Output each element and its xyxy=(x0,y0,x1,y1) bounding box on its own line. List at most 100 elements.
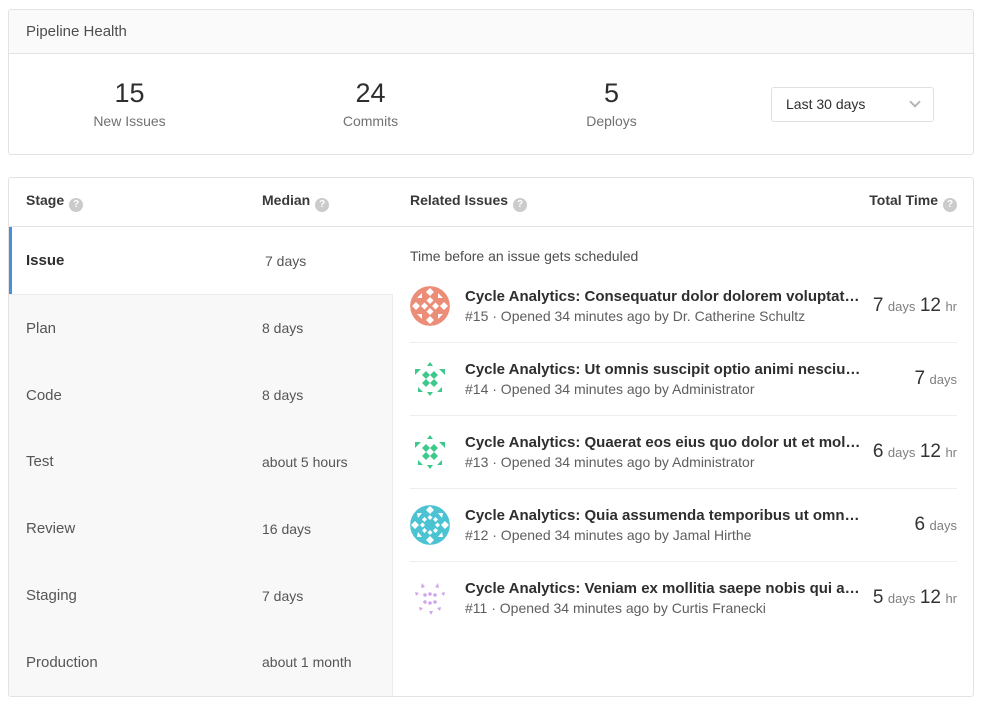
issue-meta: #12 · Opened 34 minutes ago by Jamal Hir… xyxy=(465,527,905,543)
user-avatar[interactable] xyxy=(410,578,450,618)
issue-opened-info: · Opened 34 minutes ago by Dr. Catherine… xyxy=(488,308,806,324)
stage-name: Issue xyxy=(26,252,65,269)
date-range-value: Last 30 days xyxy=(786,96,866,112)
issue-title[interactable]: Cycle Analytics: Veniam ex mollitia saep… xyxy=(465,580,860,597)
column-header-stage: Stage? xyxy=(9,192,262,212)
time-unit: days xyxy=(929,518,957,533)
date-range-cell: Last 30 days xyxy=(732,86,973,122)
pipeline-health-panel: Pipeline Health 15 New Issues 24 Commits… xyxy=(8,9,974,155)
stage-median: 8 days xyxy=(262,387,304,404)
issue-number[interactable]: #13 xyxy=(465,454,489,470)
issue-number[interactable]: #14 xyxy=(465,381,489,397)
issue-title[interactable]: Cycle Analytics: Quia assumenda temporib… xyxy=(465,507,860,524)
chevron-down-icon xyxy=(909,96,921,108)
issue-total-time: 5 days 12 hr xyxy=(873,587,957,609)
time-number: 7 xyxy=(914,368,926,389)
issue-number[interactable]: #12 xyxy=(465,527,489,543)
help-icon[interactable]: ? xyxy=(315,198,330,212)
issue-row: Cycle Analytics: Ut omnis suscipit optio… xyxy=(410,343,957,416)
stage-name: Review xyxy=(26,520,76,538)
stat-deploys: 5 Deploys xyxy=(491,78,732,128)
issue-opened-info: · Opened 34 minutes ago by Administrator xyxy=(488,381,755,397)
time-unit: hr xyxy=(945,591,957,606)
cycle-analytics-table: Stage? Median? Related Issues? Total Tim… xyxy=(8,177,974,697)
time-number: 6 xyxy=(872,441,884,462)
issue-meta: #13 · Opened 34 minutes ago by Administr… xyxy=(465,454,863,470)
column-header-total-time: Total Time? xyxy=(869,192,973,212)
time-number: 7 xyxy=(872,295,884,316)
stage-name: Code xyxy=(26,386,62,404)
issue-row: Cycle Analytics: Veniam ex mollitia saep… xyxy=(410,562,957,634)
issue-number[interactable]: #15 xyxy=(465,308,489,324)
stage-name: Production xyxy=(26,653,98,671)
panel-title: Pipeline Health xyxy=(9,10,973,54)
issue-opened-info: · Opened 34 minutes ago by Curtis Franec… xyxy=(487,600,766,616)
time-unit: hr xyxy=(945,299,957,314)
issue-text: Cycle Analytics: Veniam ex mollitia saep… xyxy=(465,580,873,616)
stat-value: 24 xyxy=(355,78,386,109)
stage-row-staging[interactable]: Staging 7 days xyxy=(9,562,392,629)
issue-text: Cycle Analytics: Quaerat eos eius quo do… xyxy=(465,434,873,470)
issue-meta: #11 · Opened 34 minutes ago by Curtis Fr… xyxy=(465,600,863,616)
stage-description: Time before an issue gets scheduled xyxy=(410,248,639,264)
stage-column: Issue 7 days Plan 8 days Code 8 days Tes… xyxy=(9,227,393,696)
time-number: 12 xyxy=(919,295,941,316)
stage-name: Test xyxy=(26,453,54,471)
time-unit: days xyxy=(887,299,916,314)
stage-row-production[interactable]: Production about 1 month xyxy=(9,629,392,696)
issue-row: Cycle Analytics: Quia assumenda temporib… xyxy=(410,489,957,562)
issue-text: Cycle Analytics: Consequatur dolor dolor… xyxy=(465,288,873,324)
issue-title[interactable]: Cycle Analytics: Quaerat eos eius quo do… xyxy=(465,434,861,451)
issue-row: Cycle Analytics: Quaerat eos eius quo do… xyxy=(410,416,957,489)
stat-value: 15 xyxy=(114,78,145,109)
issue-text: Cycle Analytics: Ut omnis suscipit optio… xyxy=(465,361,915,397)
stage-median: 8 days xyxy=(262,320,304,337)
stage-median: 16 days xyxy=(262,520,312,537)
user-avatar[interactable] xyxy=(410,359,450,399)
issue-total-time: 6 days xyxy=(915,514,958,536)
stage-row-plan[interactable]: Plan 8 days xyxy=(9,295,392,362)
stat-commits: 24 Commits xyxy=(250,78,491,129)
issue-title[interactable]: Cycle Analytics: Ut omnis suscipit optio… xyxy=(465,361,861,378)
inactive-stage-group: Plan 8 days Code 8 days Test about 5 hou… xyxy=(9,294,393,696)
issue-total-time: 7 days 12 hr xyxy=(873,295,957,317)
user-avatar[interactable] xyxy=(410,432,450,472)
help-icon[interactable]: ? xyxy=(943,198,957,212)
issue-row: Cycle Analytics: Consequatur dolor dolor… xyxy=(410,270,957,343)
column-header-label: Total Time xyxy=(869,192,938,208)
stage-row-issue[interactable]: Issue 7 days xyxy=(9,227,393,294)
stage-row-review[interactable]: Review 16 days xyxy=(9,495,392,562)
user-avatar[interactable] xyxy=(410,505,450,545)
column-header-median: Median? xyxy=(262,192,393,212)
stage-row-test[interactable]: Test about 5 hours xyxy=(9,429,392,496)
stage-row-code[interactable]: Code 8 days xyxy=(9,362,392,429)
related-issues-column: Time before an issue gets scheduled xyxy=(393,227,973,696)
help-icon[interactable]: ? xyxy=(513,198,528,212)
help-icon[interactable]: ? xyxy=(69,198,84,212)
issue-opened-info: · Opened 34 minutes ago by Jamal Hirthe xyxy=(488,527,752,543)
stage-name: Staging xyxy=(26,587,77,605)
column-header-related-issues: Related Issues? xyxy=(393,192,869,212)
time-unit: days xyxy=(929,372,957,387)
issue-total-time: 6 days 12 hr xyxy=(873,441,957,463)
time-unit: days xyxy=(887,591,916,606)
issue-title[interactable]: Cycle Analytics: Consequatur dolor dolor… xyxy=(465,288,860,305)
stat-label: Commits xyxy=(342,112,399,129)
time-number: 5 xyxy=(872,587,884,608)
time-number: 12 xyxy=(919,441,941,462)
stage-median: 7 days xyxy=(262,587,304,604)
stat-new-issues: 15 New Issues xyxy=(9,78,250,129)
table-body: Issue 7 days Plan 8 days Code 8 days Tes… xyxy=(9,227,973,696)
time-unit: days xyxy=(887,445,916,460)
issue-meta: #14 · Opened 34 minutes ago by Administr… xyxy=(465,381,905,397)
user-avatar[interactable] xyxy=(410,286,450,326)
issue-text: Cycle Analytics: Quia assumenda temporib… xyxy=(465,507,915,543)
column-header-label: Related Issues xyxy=(410,192,509,208)
table-header-row: Stage? Median? Related Issues? Total Tim… xyxy=(9,178,973,227)
stage-median: about 5 hours xyxy=(262,453,348,470)
stat-label: New Issues xyxy=(93,112,166,129)
date-range-dropdown[interactable]: Last 30 days xyxy=(771,86,934,122)
time-number: 6 xyxy=(914,514,926,535)
issue-number[interactable]: #11 xyxy=(465,600,488,616)
